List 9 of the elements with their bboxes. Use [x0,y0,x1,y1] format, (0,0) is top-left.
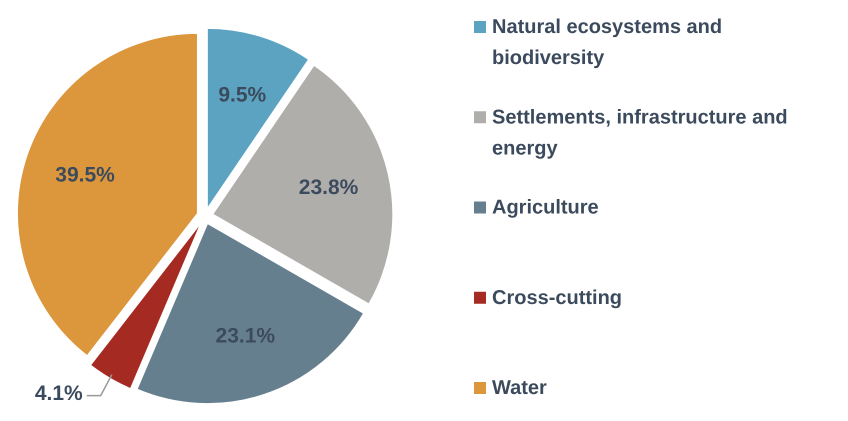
legend-label: Natural ecosystems and biodiversity [492,16,722,69]
data-label: 23.8% [298,176,359,200]
legend-label: Settlements, infrastructure and energy [492,106,788,160]
legend-label: Cross-cutting [492,286,622,309]
data-label: 4.1% [34,382,84,406]
data-label: 9.5% [218,83,267,106]
legend-label: Agriculture [492,196,599,218]
data-label: 39.5% [55,163,116,186]
legend-label: Water [492,377,548,399]
